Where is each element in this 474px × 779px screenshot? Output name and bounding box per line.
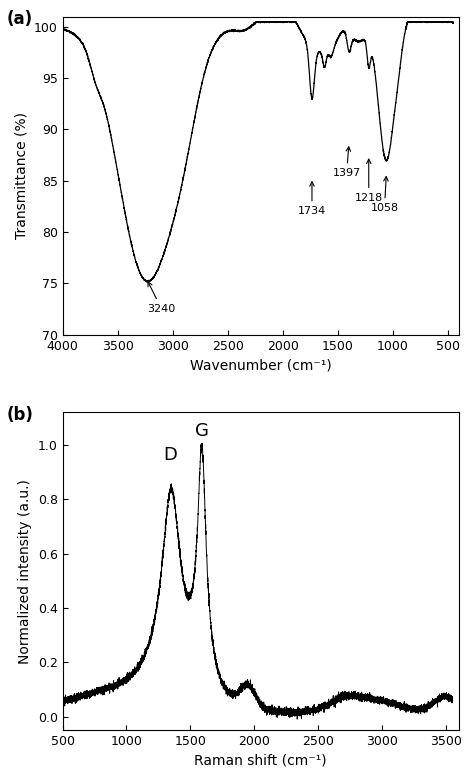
Text: D: D bbox=[163, 446, 177, 464]
X-axis label: Wavenumber (cm⁻¹): Wavenumber (cm⁻¹) bbox=[190, 358, 331, 372]
Y-axis label: Transmittance (%): Transmittance (%) bbox=[14, 112, 28, 239]
Text: G: G bbox=[195, 421, 209, 439]
Y-axis label: Normalized intensity (a.u.): Normalized intensity (a.u.) bbox=[18, 479, 32, 664]
Text: 1218: 1218 bbox=[355, 159, 383, 203]
Text: (b): (b) bbox=[7, 406, 34, 424]
Text: 1058: 1058 bbox=[371, 177, 399, 213]
Text: 1734: 1734 bbox=[298, 182, 326, 217]
Text: 1397: 1397 bbox=[332, 146, 361, 178]
X-axis label: Raman shift (cm⁻¹): Raman shift (cm⁻¹) bbox=[194, 754, 327, 768]
Text: (a): (a) bbox=[7, 10, 33, 28]
Text: 3240: 3240 bbox=[147, 282, 176, 314]
